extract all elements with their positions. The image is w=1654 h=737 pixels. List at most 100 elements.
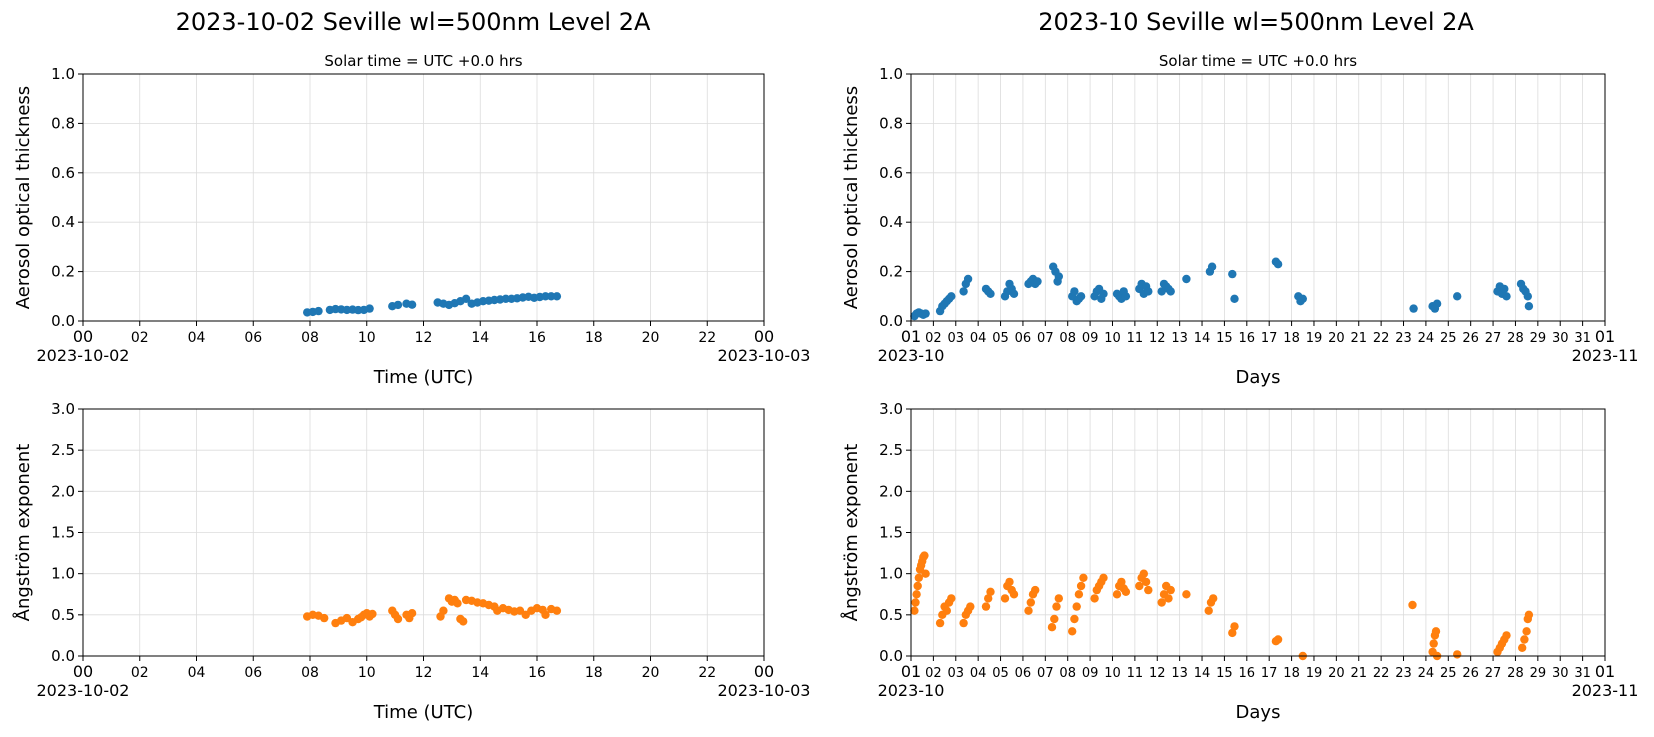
y-tick-label: 2.0: [51, 482, 75, 500]
data-point: [959, 287, 968, 296]
data-point: [407, 609, 417, 618]
x-tick-label: 13: [1171, 331, 1188, 346]
x-tick-label: 13: [1171, 666, 1188, 681]
data-point: [1005, 577, 1014, 587]
y-tick-label: 0.0: [51, 647, 75, 665]
x-tick-label: 06: [1015, 331, 1032, 346]
data-point: [921, 309, 930, 318]
x-tick-label: 19: [1306, 666, 1323, 681]
y-tick-label: 0.2: [51, 263, 75, 281]
data-point: [365, 304, 374, 313]
data-point: [1453, 292, 1462, 301]
data-point: [552, 606, 562, 615]
data-point: [541, 610, 550, 619]
y-axis-label: Aerosol optical thickness: [13, 86, 34, 309]
date-end-label: 2023-10-03: [718, 681, 811, 700]
data-point: [1000, 594, 1010, 603]
x-tick-label: 27: [1485, 331, 1502, 346]
data-point: [1009, 289, 1019, 298]
data-point: [1157, 598, 1166, 607]
x-tick-label: 23: [1395, 331, 1412, 346]
data-point: [1090, 594, 1099, 603]
date-end-label: 2023-11: [1572, 346, 1639, 365]
x-tick-label: 01: [1595, 327, 1615, 346]
x-tick-label: 19: [1306, 331, 1323, 346]
x-tick-label: 17: [1261, 666, 1278, 681]
data-point: [439, 606, 448, 615]
data-point: [966, 602, 975, 611]
data-point: [959, 618, 968, 628]
data-point: [1522, 627, 1531, 636]
data-point: [947, 292, 956, 301]
x-tick-label: 23: [1395, 666, 1412, 681]
data-point: [1112, 590, 1122, 599]
y-tick-label: 0.5: [879, 606, 903, 624]
y-tick-label: 0.0: [879, 647, 903, 665]
x-tick-label: 20: [642, 665, 660, 681]
x-tick-label: 08: [1059, 666, 1076, 681]
data-point: [1230, 294, 1239, 303]
x-tick-label: 30: [1552, 331, 1569, 346]
x-tick-label: 26: [1462, 666, 1479, 681]
data-point: [1135, 581, 1144, 591]
x-tick-label: 02: [925, 331, 942, 346]
x-tick-label: 26: [1462, 331, 1479, 346]
data-point: [1204, 606, 1213, 615]
data-point: [913, 581, 922, 591]
date-start-label: 2023-10-02: [37, 681, 130, 700]
data-point: [1141, 577, 1151, 587]
x-tick-label: 06: [1015, 666, 1032, 681]
data-point: [963, 274, 973, 284]
x-tick-label: 20: [1328, 666, 1345, 681]
data-point: [459, 617, 468, 626]
x-tick-label: 06: [244, 330, 262, 346]
data-point: [1099, 289, 1108, 298]
date-start-label: 2023-10-02: [37, 346, 130, 365]
x-tick-label: 00: [754, 327, 774, 346]
date-start-label: 2023-10: [878, 681, 945, 700]
x-tick-label: 31: [1574, 331, 1591, 346]
x-tick-label: 25: [1440, 666, 1457, 681]
x-tick-label: 02: [925, 666, 942, 681]
x-tick-label: 01: [901, 662, 921, 681]
y-tick-label: 3.0: [51, 400, 75, 418]
y-tick-label: 2.5: [879, 441, 903, 459]
x-tick-label: 29: [1530, 666, 1547, 681]
y-tick-label: 0.8: [51, 114, 75, 132]
y-tick-label: 0.6: [879, 164, 903, 182]
data-point: [1518, 643, 1527, 652]
data-point: [1047, 623, 1057, 632]
data-point: [1050, 614, 1059, 624]
x-tick-label: 08: [301, 330, 319, 346]
x-tick-label: 07: [1037, 331, 1054, 346]
x-tick-label: 14: [471, 330, 489, 346]
data-point: [986, 587, 995, 596]
date-end-label: 2023-10-03: [718, 346, 811, 365]
data-point: [1228, 269, 1237, 279]
x-tick-label: 08: [301, 665, 319, 681]
x-tick-label: 18: [585, 330, 603, 346]
data-point: [453, 599, 462, 608]
x-tick-label: 02: [131, 330, 149, 346]
data-point: [1520, 635, 1529, 644]
y-axis-label: Ångström exponent: [840, 444, 862, 622]
data-point: [393, 614, 403, 624]
x-tick-label: 12: [415, 665, 433, 681]
x-tick-label: 28: [1507, 666, 1524, 681]
data-point: [1117, 577, 1126, 587]
y-tick-label: 0.5: [51, 606, 75, 624]
y-tick-label: 0.0: [879, 312, 903, 330]
data-point: [1079, 573, 1088, 582]
monthly-title: 2023-10 Seville wl=500nm Level 2A: [1038, 8, 1474, 36]
data-point: [1408, 600, 1417, 610]
x-tick-label: 29: [1530, 331, 1547, 346]
data-point: [1070, 614, 1079, 624]
data-point: [984, 594, 993, 603]
x-tick-label: 12: [415, 330, 433, 346]
x-tick-label: 00: [73, 327, 93, 346]
y-tick-label: 3.0: [879, 400, 903, 418]
chart-subtitle: Solar time = UTC +0.0 hrs: [324, 52, 522, 70]
